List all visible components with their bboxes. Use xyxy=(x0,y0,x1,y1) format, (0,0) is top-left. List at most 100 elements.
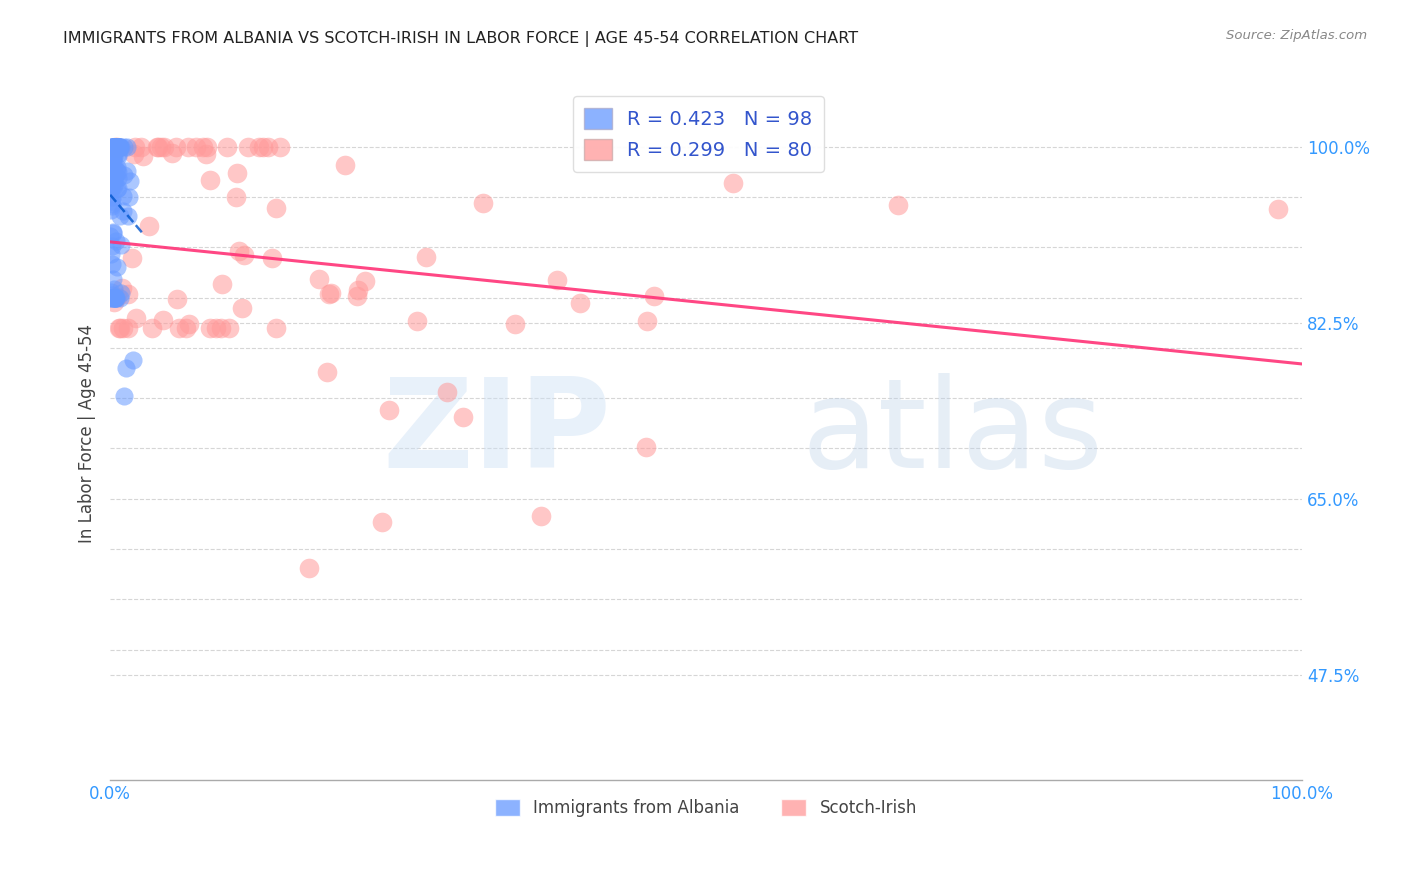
Point xyxy=(100,139,122,153)
Point xyxy=(346,283,368,297)
Point xyxy=(101,145,124,159)
Point xyxy=(166,292,188,306)
Point xyxy=(103,139,125,153)
Point xyxy=(101,197,124,211)
Point xyxy=(105,161,128,175)
Point xyxy=(205,320,228,334)
Point xyxy=(100,291,122,305)
Point xyxy=(107,181,129,195)
Point xyxy=(104,139,127,153)
Point xyxy=(108,291,131,305)
Point xyxy=(101,194,124,208)
Point xyxy=(319,285,342,300)
Point xyxy=(218,320,240,334)
Point xyxy=(111,320,134,334)
Point xyxy=(103,153,125,168)
Point xyxy=(100,291,122,305)
Point xyxy=(370,515,392,529)
Point xyxy=(209,320,232,334)
Point xyxy=(225,166,247,180)
Point xyxy=(104,235,127,249)
Point xyxy=(103,226,125,240)
Point xyxy=(101,175,124,189)
Point xyxy=(100,151,122,165)
Point xyxy=(165,139,187,153)
Point xyxy=(101,145,124,159)
Point xyxy=(103,291,125,305)
Point xyxy=(100,155,122,169)
Point xyxy=(108,139,131,153)
Point xyxy=(110,285,132,300)
Point xyxy=(107,320,129,334)
Point xyxy=(141,320,163,334)
Point xyxy=(105,260,128,274)
Point xyxy=(101,139,124,153)
Point xyxy=(195,139,218,153)
Point xyxy=(114,168,136,182)
Point xyxy=(101,160,124,174)
Point xyxy=(177,139,200,153)
Point xyxy=(132,149,155,163)
Point xyxy=(120,173,142,187)
Point xyxy=(105,139,128,153)
Point xyxy=(101,139,124,153)
Point xyxy=(198,320,221,334)
Point xyxy=(108,139,131,153)
Point xyxy=(262,251,284,265)
Point xyxy=(101,190,124,204)
Point xyxy=(103,159,125,173)
Point xyxy=(1267,202,1289,216)
Point xyxy=(105,139,128,153)
Point xyxy=(308,272,330,286)
Point xyxy=(103,139,125,153)
Point xyxy=(505,317,527,331)
Point xyxy=(100,288,122,302)
Point xyxy=(103,139,125,153)
Text: Source: ZipAtlas.com: Source: ZipAtlas.com xyxy=(1226,29,1367,42)
Point xyxy=(228,244,250,258)
Point xyxy=(103,295,125,310)
Point xyxy=(115,360,138,375)
Point xyxy=(721,176,744,190)
Point xyxy=(100,202,122,217)
Point xyxy=(110,139,132,153)
Point xyxy=(103,179,125,194)
Point xyxy=(100,139,122,153)
Point xyxy=(146,139,169,153)
Point xyxy=(105,163,128,178)
Point xyxy=(297,560,319,574)
Point xyxy=(152,313,174,327)
Text: IMMIGRANTS FROM ALBANIA VS SCOTCH-IRISH IN LABOR FORCE | AGE 45-54 CORRELATION C: IMMIGRANTS FROM ALBANIA VS SCOTCH-IRISH … xyxy=(63,31,859,47)
Point xyxy=(118,190,141,204)
Point xyxy=(257,139,280,153)
Point xyxy=(107,139,129,153)
Point xyxy=(101,239,124,253)
Point xyxy=(269,139,291,153)
Point xyxy=(101,139,124,153)
Point xyxy=(104,291,127,305)
Point xyxy=(264,202,287,216)
Point xyxy=(129,139,152,153)
Point xyxy=(115,164,138,178)
Point xyxy=(103,282,125,296)
Point xyxy=(346,288,368,302)
Point xyxy=(103,173,125,187)
Point xyxy=(103,226,125,240)
Point xyxy=(103,149,125,163)
Point xyxy=(100,229,122,244)
Point xyxy=(184,139,207,153)
Point xyxy=(108,209,131,223)
Point xyxy=(100,285,122,299)
Point xyxy=(146,139,169,153)
Point xyxy=(104,139,127,153)
Point xyxy=(247,139,270,153)
Point xyxy=(200,173,222,187)
Point xyxy=(108,139,131,153)
Point xyxy=(117,287,139,301)
Point xyxy=(103,291,125,305)
Point xyxy=(111,281,134,295)
Point xyxy=(103,291,125,305)
Point xyxy=(177,317,200,331)
Point xyxy=(195,147,218,161)
Point xyxy=(107,170,129,185)
